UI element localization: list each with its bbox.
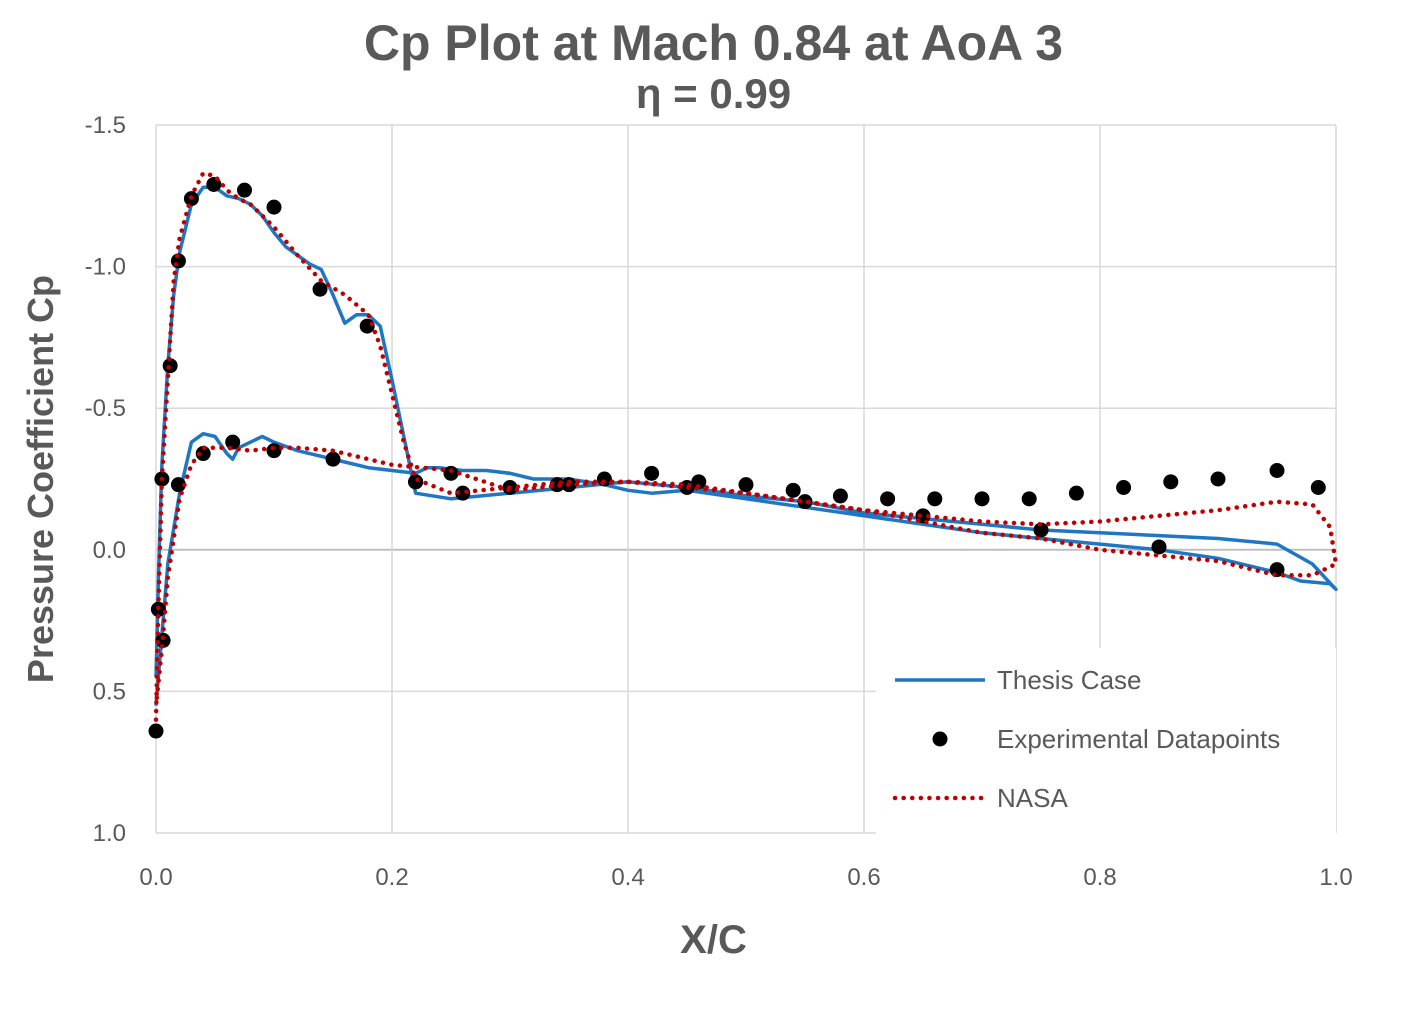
data-point: [266, 443, 282, 459]
data-point: [832, 488, 848, 504]
data-point: [1151, 539, 1167, 555]
legend-label-thesis-case: Thesis Case: [997, 665, 1142, 695]
data-point: [691, 474, 707, 490]
tick-labels: -1.5 -1.0 -0.5 0.0 0.5 1.0 0.0 0.2 0.4 0.6 0.8 1.0: [85, 112, 1353, 891]
data-point: [927, 491, 943, 507]
data-point: [148, 723, 164, 739]
x-tick-label: 1.0: [1319, 864, 1352, 891]
nasa-line: [153, 170, 1339, 722]
legend-label-experimental-datapoints: Experimental Datapoints: [997, 724, 1280, 754]
data-point: [1210, 471, 1226, 487]
data-point: [408, 474, 424, 490]
y-tick-label: -1.0: [85, 254, 126, 281]
x-tick-label: 0.6: [847, 864, 880, 891]
thesis-case-line: [154, 185, 1338, 706]
legend-label-nasa: NASA: [997, 783, 1068, 813]
data-point: [1310, 479, 1326, 495]
data-point: [1033, 522, 1049, 538]
data-point: [797, 494, 813, 510]
data-point: [1163, 474, 1179, 490]
data-point: [195, 446, 211, 462]
data-point: [785, 482, 801, 498]
chart-title: Cp Plot at Mach 0.84 at AoA 3: [363, 15, 1064, 71]
data-point: [325, 451, 341, 467]
data-point: [738, 477, 754, 493]
data-point: [1021, 491, 1037, 507]
data-point: [155, 632, 171, 648]
y-tick-label: -0.5: [85, 395, 126, 422]
data-point: [170, 477, 186, 493]
data-point: [266, 199, 282, 215]
x-tick-label: 0.0: [139, 864, 172, 891]
data-point: [237, 182, 252, 198]
legend: Thesis Case Experimental Datapoints NASA: [876, 648, 1336, 834]
chart-subtitle: η = 0.99: [635, 70, 792, 117]
data-point: [880, 491, 896, 507]
data-point: [1269, 463, 1285, 479]
y-tick-label: 0.0: [93, 537, 126, 564]
y-tick-label: 1.0: [93, 820, 126, 847]
data-point: [312, 281, 328, 297]
data-point: [1116, 479, 1132, 495]
x-tick-label: 0.4: [611, 864, 644, 891]
x-tick-label: 0.8: [1083, 864, 1116, 891]
y-axis-label: Pressure Coefficient Cp: [20, 274, 61, 684]
data-point: [443, 465, 459, 481]
data-point: [974, 491, 990, 507]
data-point: [225, 434, 241, 450]
data-point: [455, 485, 471, 501]
y-tick-label: -1.5: [85, 112, 126, 139]
x-tick-label: 0.2: [375, 864, 408, 891]
x-axis-label: X/C: [680, 918, 747, 962]
data-point: [644, 465, 660, 481]
y-tick-label: 0.5: [93, 678, 126, 705]
legend-symbol-experimental-datapoints: [932, 731, 948, 747]
data-point: [1068, 485, 1084, 501]
